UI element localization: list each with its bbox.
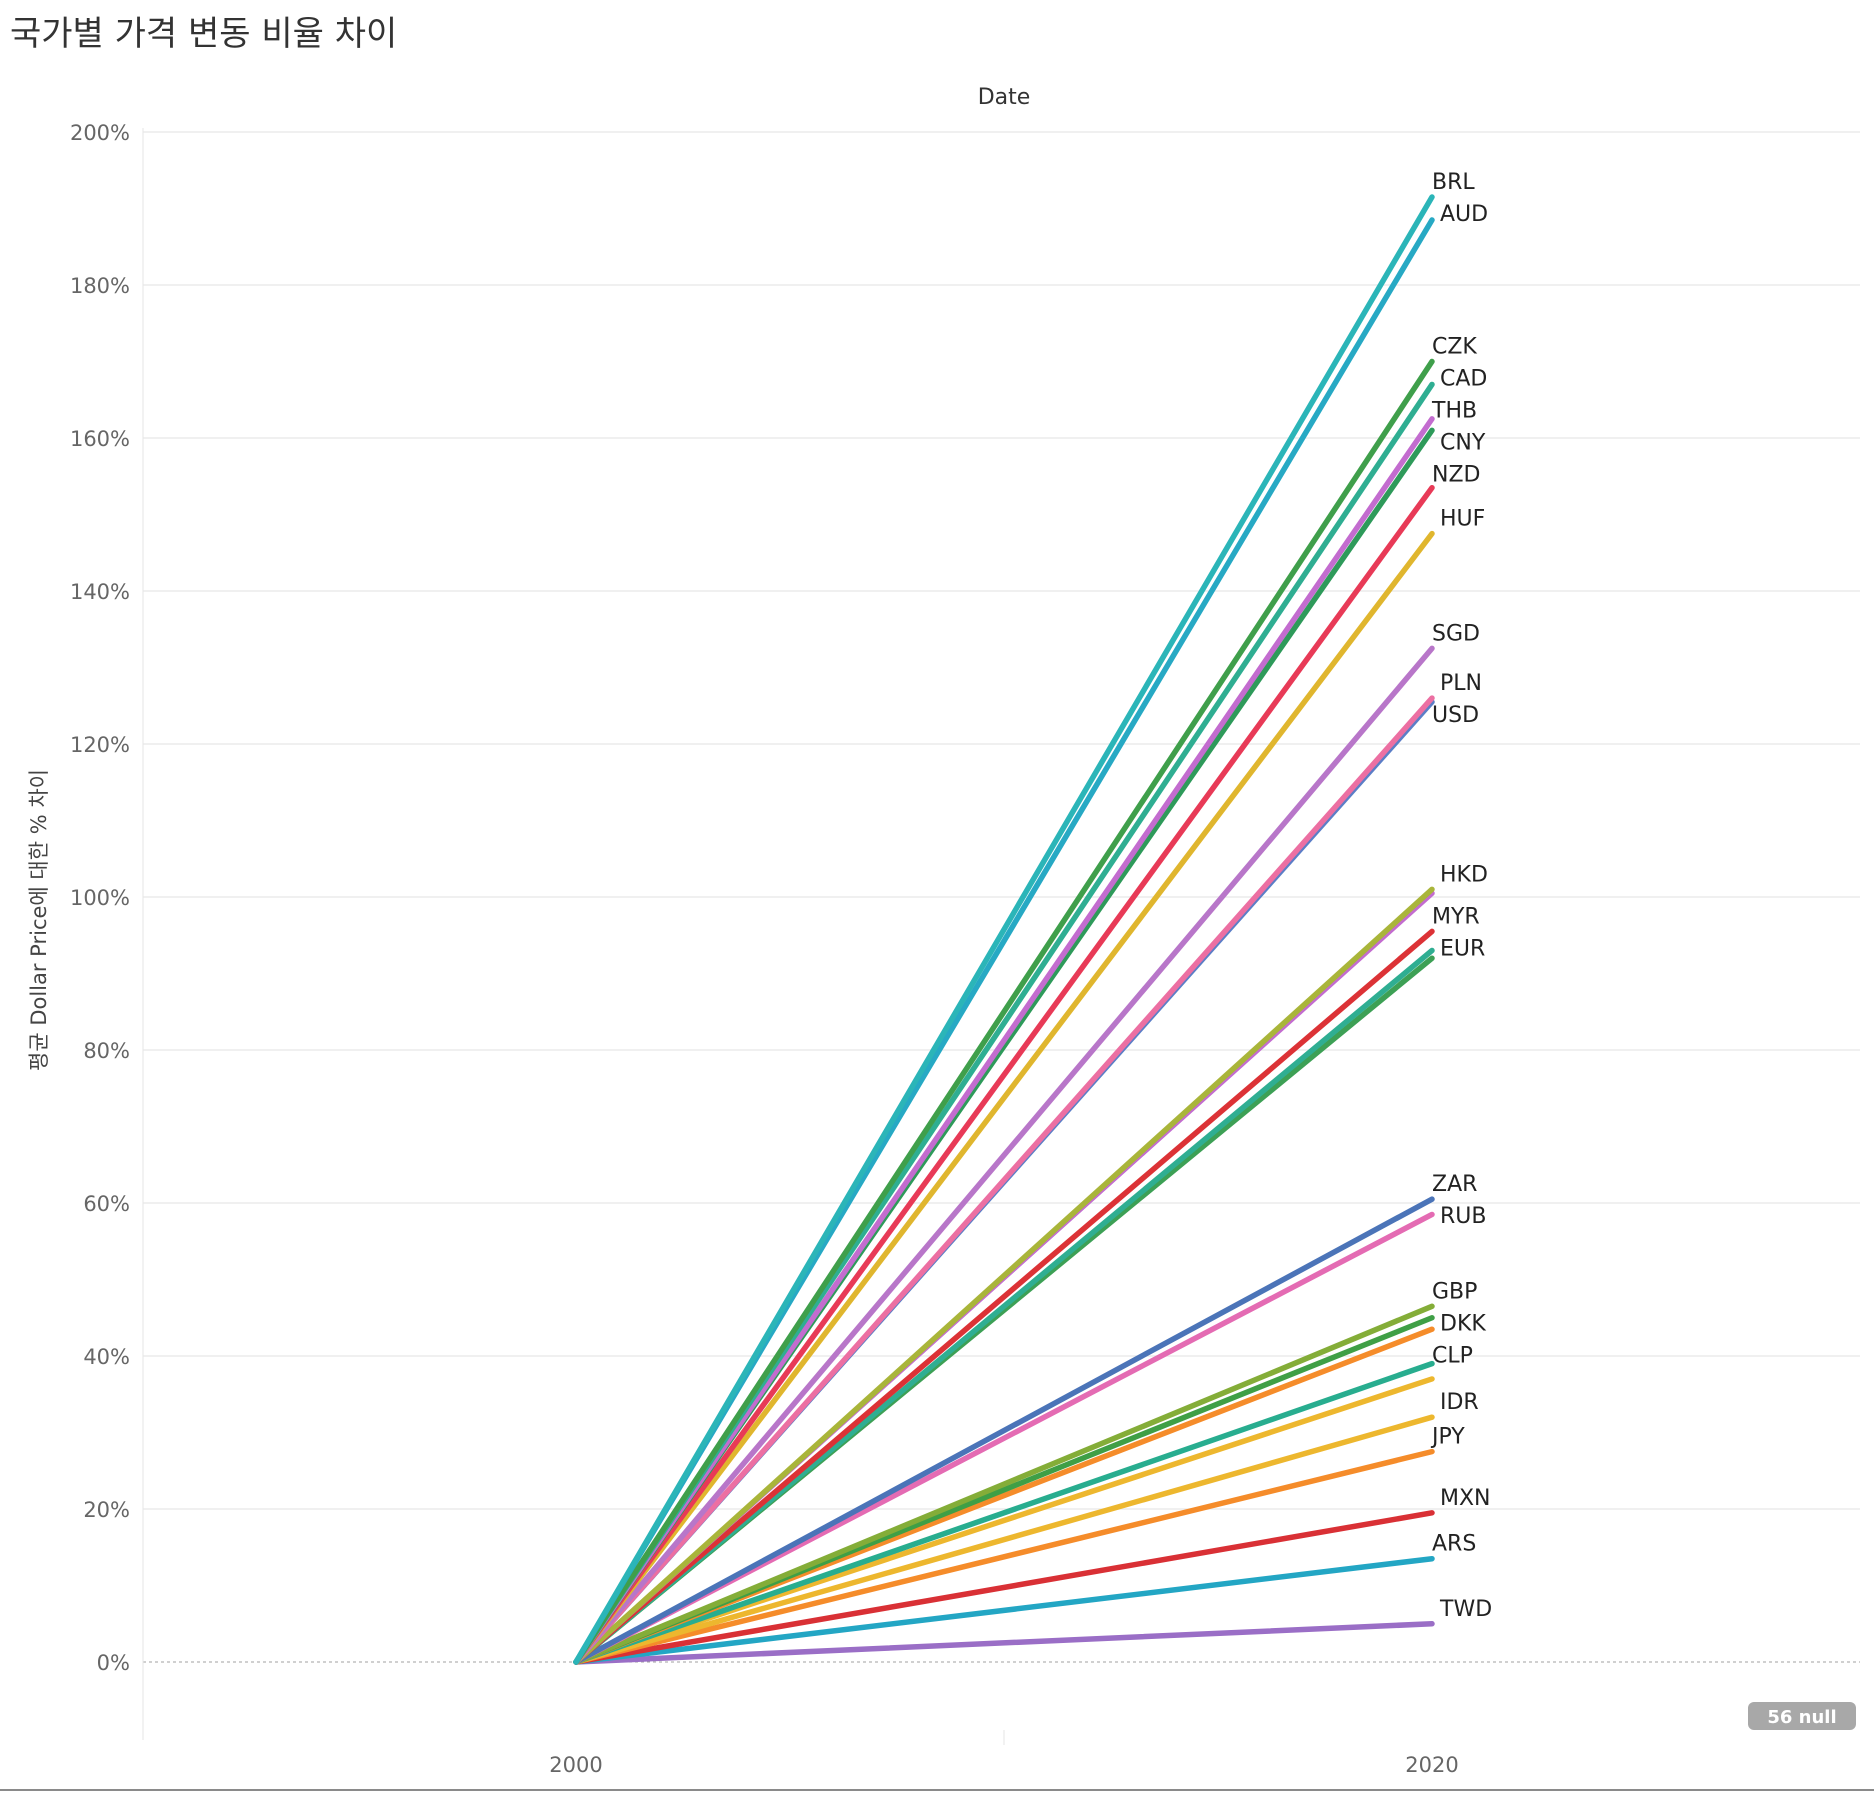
y-axis: 0% 20% 40% 60% 80% 100% 120% 140% 160% 180% 200%: [0, 121, 1874, 1791]
series-label-ars: ARS: [1432, 1532, 1476, 1557]
series-lines: [573, 194, 1435, 1665]
series-labels: BRL AUD CZK CAD THB CNY NZD HUF SGD PLN USD HKD MYR E…: [1430, 170, 1492, 1622]
x-tick-label: 2000: [549, 1753, 602, 1777]
gridlines: [143, 131, 1860, 1663]
series-line-zar[interactable]: [573, 1196, 1435, 1665]
y-tick-label: 180%: [70, 274, 130, 298]
null-indicator[interactable]: 56 null: [1748, 1702, 1856, 1730]
series-line-myr[interactable]: [573, 928, 1435, 1665]
y-tick-label: 20%: [83, 1498, 130, 1522]
chart-title: 국가별 가격 변동 비율 차이: [10, 14, 398, 54]
series-label-dkk: DKK: [1440, 1311, 1486, 1336]
y-tick-label: 60%: [83, 1192, 130, 1216]
series-line-huf[interactable]: [573, 530, 1435, 1665]
series-line-czk[interactable]: [573, 358, 1435, 1665]
series-label-clp: CLP: [1432, 1343, 1473, 1368]
series-label-pln: PLN: [1440, 671, 1482, 696]
y-tick-label: 100%: [70, 886, 130, 910]
series-label-cny: CNY: [1440, 431, 1486, 456]
series-label-sgd: SGD: [1432, 621, 1480, 646]
y-tick-label: 40%: [83, 1345, 130, 1369]
series-line-gbp[interactable]: [573, 1303, 1435, 1665]
null-badge-text: 56 null: [1767, 1707, 1836, 1728]
series-line-sgd[interactable]: [573, 645, 1435, 1665]
series-label-eur: EUR: [1440, 936, 1485, 961]
series-label-hkd: HKD: [1440, 862, 1488, 887]
series-label-usd: USD: [1432, 703, 1479, 728]
series-label-myr: MYR: [1432, 904, 1480, 929]
y-tick-label: 160%: [70, 427, 130, 451]
series-label-thb: THB: [1431, 399, 1477, 424]
x-tick-label: 2020: [1405, 1753, 1458, 1777]
y-tick-label: 0%: [97, 1651, 130, 1675]
y-tick-label: 80%: [83, 1039, 130, 1063]
series-line-idr[interactable]: [573, 1414, 1435, 1665]
series-line-ars[interactable]: [573, 1555, 1435, 1665]
x-axis: 2000 2020: [549, 1753, 1458, 1777]
series-label-nzd: NZD: [1432, 463, 1480, 488]
y-tick-label: 200%: [70, 121, 130, 145]
null-badge-bg: [1748, 1702, 1856, 1730]
y-axis-title: 평균 Dollar Price에 대한 % 차이: [27, 769, 51, 1071]
series-line-pln[interactable]: [573, 695, 1435, 1665]
series-label-czk: CZK: [1432, 335, 1477, 360]
series-line-nzd[interactable]: [573, 484, 1435, 1665]
column-header: Date: [978, 85, 1031, 110]
series-line-jpy[interactable]: [573, 1448, 1435, 1665]
series-line-brl[interactable]: [573, 194, 1435, 1665]
series-label-huf: HUF: [1440, 507, 1485, 532]
series-label-zar: ZAR: [1432, 1172, 1477, 1197]
series-label-twd: TWD: [1439, 1597, 1492, 1622]
series-line-mxn[interactable]: [573, 1510, 1435, 1665]
series-label-jpy: JPY: [1430, 1425, 1465, 1450]
series-label-brl: BRL: [1432, 170, 1475, 195]
series-line-clp[interactable]: [573, 1360, 1435, 1665]
series-line-thb[interactable]: [573, 416, 1435, 1665]
series-label-cad: CAD: [1440, 367, 1487, 392]
series-label-idr: IDR: [1440, 1390, 1479, 1415]
series-label-gbp: GBP: [1432, 1279, 1477, 1304]
series-label-rub: RUB: [1440, 1204, 1486, 1229]
series-label-mxn: MXN: [1440, 1486, 1491, 1511]
y-tick-label: 140%: [70, 580, 130, 604]
series-label-aud: AUD: [1440, 202, 1488, 227]
series-line-twd[interactable]: [573, 1621, 1435, 1665]
series-line-hkd[interactable]: [573, 886, 1435, 1665]
y-tick-label: 120%: [70, 733, 130, 757]
